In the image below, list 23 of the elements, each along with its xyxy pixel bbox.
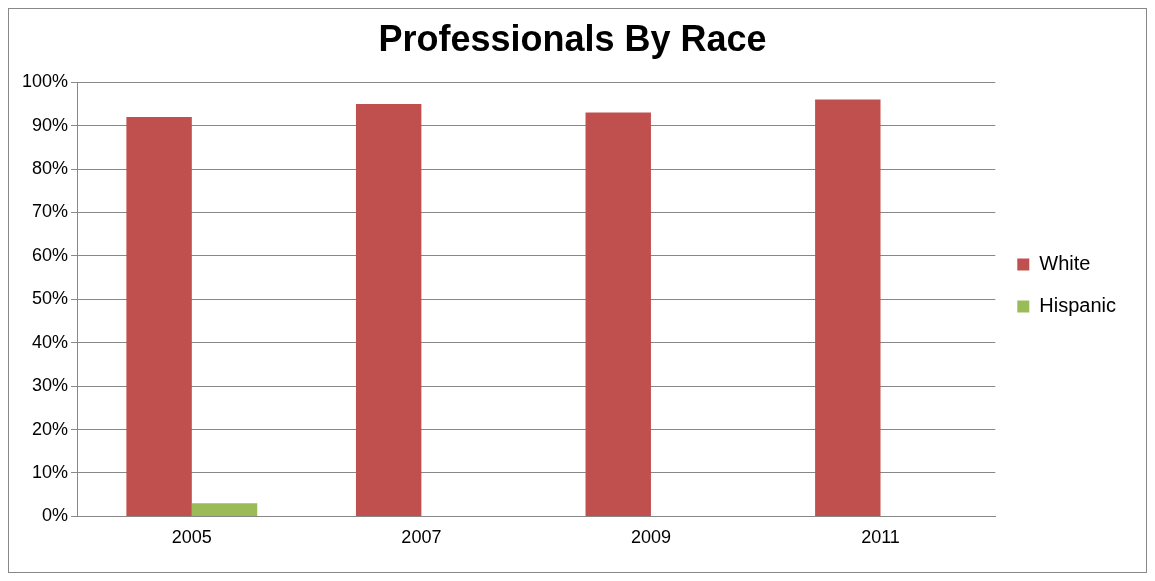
y-tick-label: 70% (32, 201, 69, 222)
bar (126, 116, 192, 516)
bar (355, 103, 422, 516)
y-tick-label: 20% (32, 418, 69, 439)
y-tick-label: 80% (32, 158, 69, 179)
y-tick-label: 40% (32, 331, 69, 352)
y-tick-label: 60% (32, 244, 69, 265)
y-tick-label: 90% (32, 114, 69, 135)
y-tick-label: 50% (32, 288, 69, 309)
y-tick-label: 10% (32, 461, 69, 482)
chart-title: Professionals By Race (378, 17, 767, 59)
bar (815, 99, 881, 516)
legend-label: Hispanic (1039, 294, 1116, 317)
y-tick-label: 100% (21, 71, 69, 92)
x-tick-label: 2009 (630, 527, 671, 548)
bar (585, 112, 651, 516)
x-tick-label: 2011 (861, 527, 900, 548)
x-tick-label: 2005 (171, 527, 212, 548)
x-tick-label: 2007 (401, 527, 442, 548)
legend-label: White (1039, 252, 1091, 275)
y-tick-label: 30% (32, 375, 69, 396)
y-tick-label: 0% (42, 505, 69, 526)
bar (191, 503, 258, 516)
